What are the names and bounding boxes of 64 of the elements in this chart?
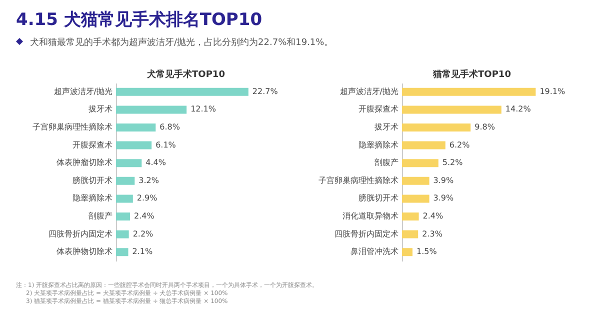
bar — [116, 159, 142, 168]
y-tick-label: 开腹探查术 — [358, 104, 398, 114]
data-label: 5.2% — [442, 158, 464, 168]
data-label: 4.4% — [146, 158, 166, 168]
bar — [402, 248, 412, 256]
bar — [116, 194, 133, 203]
data-label: 2.4% — [422, 212, 444, 220]
y-tick-label: 子宫卵巢病理性摘除术 — [318, 176, 398, 185]
data-label: 3.9% — [433, 176, 454, 185]
y-tick-label: 拔牙术 — [88, 104, 112, 114]
data-label: 22.7% — [252, 86, 278, 96]
y-tick-label: 四肢骨折内固定术 — [334, 229, 398, 238]
bar — [402, 159, 438, 168]
data-label: 14.2% — [505, 104, 532, 114]
y-tick-label: 鼻泪管冲洗术 — [350, 247, 398, 256]
y-tick-label: 拔牙术 — [374, 122, 398, 132]
data-label: 3.2% — [138, 176, 160, 185]
bar — [116, 176, 135, 185]
y-tick-label: 体表肿瘤切除术 — [56, 158, 112, 168]
data-label: 2.1% — [132, 247, 153, 256]
y-tick-label: 子宫卵巢病理性摘除术 — [32, 122, 112, 132]
y-tick-label: 四肢骨折内固定术 — [48, 229, 112, 238]
bar — [402, 141, 446, 150]
y-tick-label: 剖腹产 — [374, 158, 398, 168]
y-tick-label: 消化道取异物术 — [342, 212, 398, 220]
data-label: 6.1% — [156, 140, 176, 150]
chart-subtitle: 犬和猫最常见的手术都为超声波洁牙/抛光，占比分别约为22.7%和19.1%。 — [30, 36, 334, 49]
data-label: 2.9% — [136, 194, 158, 203]
data-label: 9.8% — [474, 122, 496, 132]
bar — [116, 248, 128, 256]
bar — [116, 124, 156, 132]
y-tick-label: 开腹探查术 — [72, 140, 112, 150]
bar — [402, 88, 536, 96]
y-tick-label: 超声波洁牙/抛光 — [340, 86, 398, 96]
bar — [116, 88, 248, 96]
data-label: 2.4% — [134, 212, 155, 220]
data-label: 1.5% — [416, 247, 438, 256]
bar — [402, 230, 418, 238]
data-label: 6.2% — [449, 140, 470, 150]
data-label: 2.2% — [132, 229, 154, 238]
chart-title: 犬常见手术TOP10 — [147, 69, 225, 80]
data-label: 12.1% — [190, 104, 216, 114]
y-tick-label: 膀胱切开术 — [358, 194, 398, 203]
y-tick-label: 超声波洁牙/抛光 — [54, 86, 112, 96]
bar — [402, 194, 430, 203]
bar — [402, 124, 471, 132]
bar — [402, 212, 419, 220]
y-tick-label: 剖腹产 — [88, 212, 112, 220]
data-label: 19.1% — [540, 86, 566, 96]
data-label: 6.8% — [160, 122, 180, 132]
y-tick-label: 体表肿物切除术 — [56, 247, 112, 256]
bar — [116, 141, 152, 150]
text: 4.15 犬猫常见手术排名TOP10 — [16, 9, 262, 31]
y-tick-label: 隐睾摘除术 — [72, 194, 112, 203]
bar — [116, 106, 187, 114]
bar — [402, 176, 430, 185]
y-tick-label: 膀胱切开术 — [72, 176, 112, 185]
chart-title: 猫常见手术TOP10 — [432, 69, 511, 80]
data-label: 3.9% — [433, 194, 454, 203]
bar — [116, 230, 129, 238]
bar — [402, 106, 502, 114]
data-label: 2.3% — [422, 229, 443, 238]
bar — [116, 212, 130, 220]
y-tick-label: 隐睾摘除术 — [358, 140, 398, 150]
